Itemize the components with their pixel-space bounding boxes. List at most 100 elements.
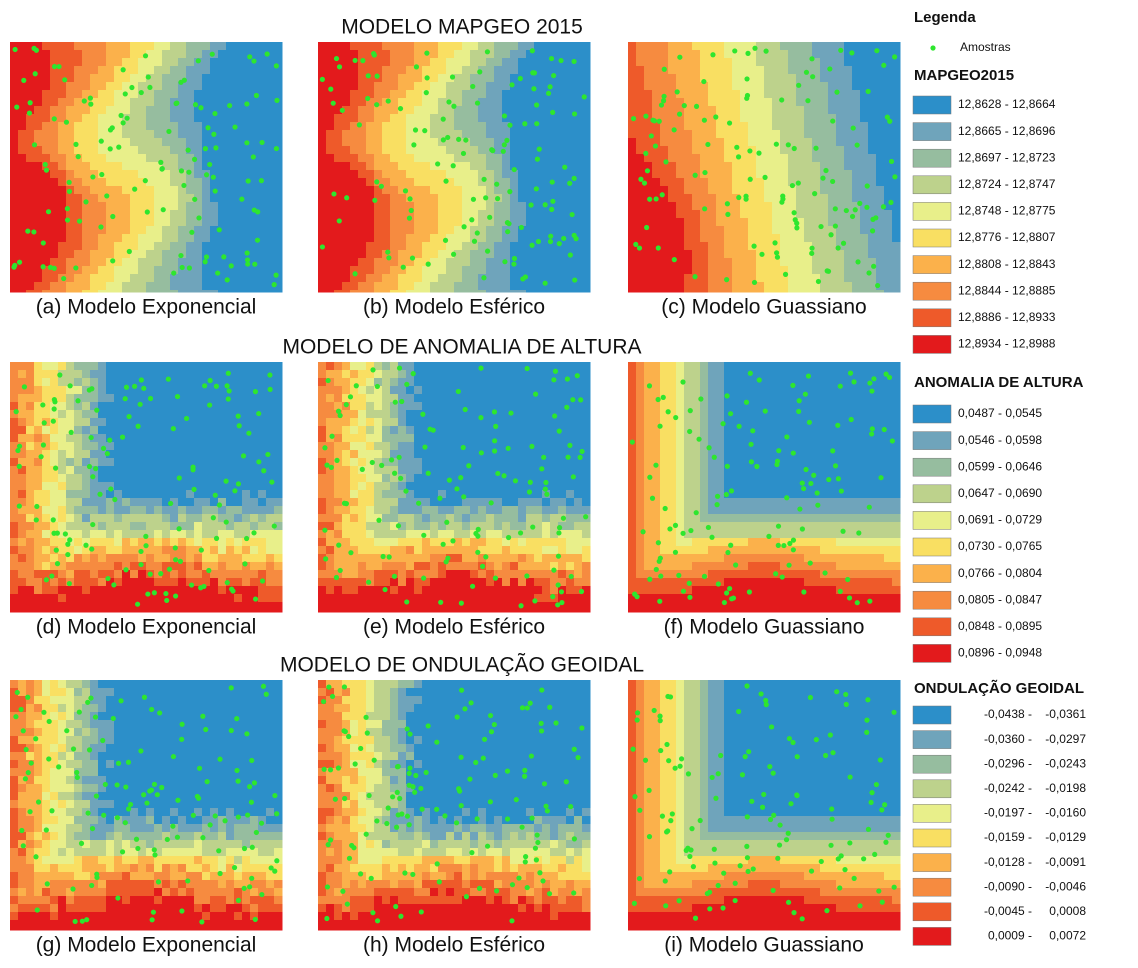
map-cell	[788, 202, 797, 211]
map-cell	[146, 122, 155, 131]
map-cell	[518, 42, 527, 51]
map-cell	[250, 498, 259, 507]
map-cell	[550, 138, 559, 147]
map-cell	[892, 266, 901, 275]
map-cell	[542, 290, 551, 293]
map-cell	[226, 506, 235, 515]
map-cell	[18, 610, 27, 613]
map-cell	[518, 266, 527, 275]
map-cell	[58, 146, 67, 155]
map-cell	[502, 58, 511, 67]
map-cell	[114, 242, 123, 251]
map-cell	[430, 66, 439, 75]
map-cell	[26, 522, 35, 531]
map-cell	[574, 282, 583, 291]
map-cell	[154, 602, 163, 611]
sample-point	[146, 74, 151, 79]
map-cell	[18, 138, 27, 147]
map-cell	[724, 74, 733, 83]
map-cell	[510, 202, 519, 211]
map-cell	[526, 250, 535, 259]
map-cell	[334, 162, 343, 171]
map-cell	[462, 258, 471, 267]
map-cell	[668, 266, 677, 275]
map-cell	[684, 290, 693, 293]
sample-point	[143, 53, 148, 58]
map-cell	[42, 186, 51, 195]
map-cell	[334, 178, 343, 187]
map-cell	[74, 162, 83, 171]
map-cell	[250, 82, 259, 91]
map-cell	[366, 250, 375, 259]
map-cell	[804, 170, 813, 179]
map-cell	[772, 290, 781, 293]
map-cell	[446, 42, 455, 51]
map-cell	[582, 74, 591, 83]
sample-point	[844, 208, 849, 213]
sample-point	[505, 229, 510, 234]
map-cell	[130, 66, 139, 75]
sample-point	[121, 67, 126, 72]
map-cell	[114, 58, 123, 67]
map-cell	[740, 274, 749, 283]
map-cell	[716, 242, 725, 251]
map-cell	[106, 458, 115, 467]
sample-point	[522, 121, 527, 126]
map-cell	[106, 402, 115, 411]
map-cell	[58, 434, 67, 443]
map-cell	[668, 210, 677, 219]
map-cell	[454, 42, 463, 51]
map-cell	[18, 210, 27, 219]
map-cell	[884, 266, 893, 275]
map-cell	[74, 546, 83, 555]
map-cell	[26, 602, 35, 611]
map-cell	[708, 210, 717, 219]
map-cell	[478, 58, 487, 67]
map-cell	[42, 466, 51, 475]
map-cell	[58, 138, 67, 147]
map-cell	[852, 218, 861, 227]
map-cell	[186, 426, 195, 435]
map-cell	[10, 90, 19, 99]
sample-point	[724, 277, 729, 282]
map-cell	[716, 234, 725, 243]
map-cell	[162, 242, 171, 251]
map-cell	[470, 250, 479, 259]
map-cell	[122, 42, 131, 51]
map-cell	[422, 170, 431, 179]
sample-point	[94, 408, 99, 413]
map-cell	[366, 106, 375, 115]
map-cell	[162, 154, 171, 163]
map-cell	[82, 130, 91, 139]
map-cell	[318, 474, 327, 483]
map-cell	[462, 42, 471, 51]
map-cell	[18, 90, 27, 99]
map-cell	[18, 186, 27, 195]
sample-point	[68, 383, 73, 388]
map-cell	[218, 562, 227, 571]
map-cell	[558, 146, 567, 155]
map-cell	[684, 130, 693, 139]
map-cell	[700, 178, 709, 187]
map-cell	[748, 114, 757, 123]
map-cell	[114, 458, 123, 467]
map-cell	[692, 282, 701, 291]
map-cell	[98, 162, 107, 171]
map-cell	[258, 370, 267, 379]
map-cell	[90, 274, 99, 283]
map-cell	[526, 210, 535, 219]
map-cell	[234, 554, 243, 563]
map-cell	[34, 234, 43, 243]
map-cell	[242, 74, 251, 83]
map-cell	[828, 154, 837, 163]
map-cell	[18, 122, 27, 131]
sample-point	[509, 82, 514, 87]
map-cell	[788, 42, 797, 51]
map-cell	[462, 98, 471, 107]
map-cell	[138, 122, 147, 131]
map-cell	[716, 170, 725, 179]
sample-point	[67, 581, 72, 586]
sample-point	[251, 154, 256, 159]
map-cell	[58, 210, 67, 219]
map-cell	[250, 178, 259, 187]
